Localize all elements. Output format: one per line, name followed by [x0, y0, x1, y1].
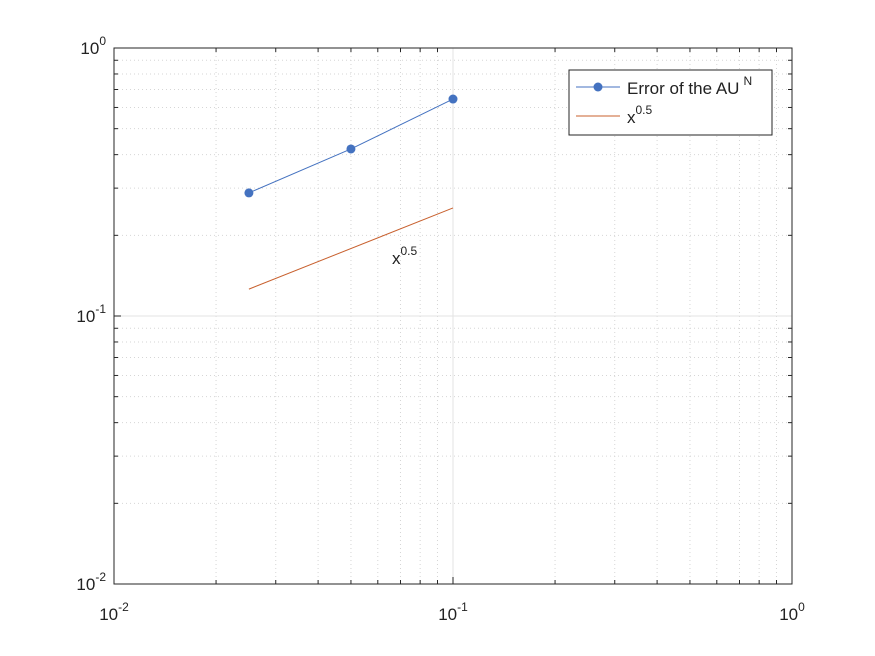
axes-box: [113, 47, 793, 585]
annotation-sup: 0.5: [401, 244, 418, 258]
x-tick-base: 10: [438, 605, 457, 624]
x-tick-exponent: -1: [457, 600, 468, 614]
x-tick-label: 10-2: [99, 600, 129, 624]
legend-sup: 0.5: [636, 103, 653, 117]
x-tick-label: 10-1: [438, 600, 468, 624]
x-tick-exponent: 0: [798, 600, 805, 614]
y-tick-exponent: 0: [99, 34, 106, 48]
y-tick-exponent: -2: [95, 570, 106, 584]
legend-name: x: [627, 108, 636, 127]
annotation: x0.5: [392, 244, 418, 268]
x-tick-base: 10: [779, 605, 798, 624]
y-tick-exponent: -1: [95, 302, 106, 316]
x-tick-label: 100: [779, 600, 805, 624]
y-tick-base: 10: [80, 39, 99, 58]
legend-box: [568, 69, 773, 136]
legend-name: Error of the AU: [627, 79, 739, 98]
y-tick-label: 10-1: [76, 302, 106, 326]
annotation-text: x: [392, 249, 401, 268]
marks: [244, 94, 458, 290]
y-tick-base: 10: [76, 307, 95, 326]
legend-sup: N: [743, 74, 752, 88]
legend-marker: [593, 82, 603, 92]
point: [448, 94, 458, 104]
legend: Error of the AU Nx0.5: [568, 69, 773, 136]
x-tick-exponent: -2: [118, 600, 129, 614]
legend-label: x0.5: [627, 103, 653, 127]
y-tick-base: 10: [76, 575, 95, 594]
grid: [113, 47, 793, 585]
x-tick-base: 10: [99, 605, 118, 624]
y-tick-label: 10-2: [76, 570, 106, 594]
series-line: [248, 207, 454, 290]
point: [346, 144, 356, 154]
legend-label: Error of the AU N: [627, 74, 752, 98]
y-tick-label: 100: [80, 34, 106, 58]
point: [244, 188, 254, 198]
